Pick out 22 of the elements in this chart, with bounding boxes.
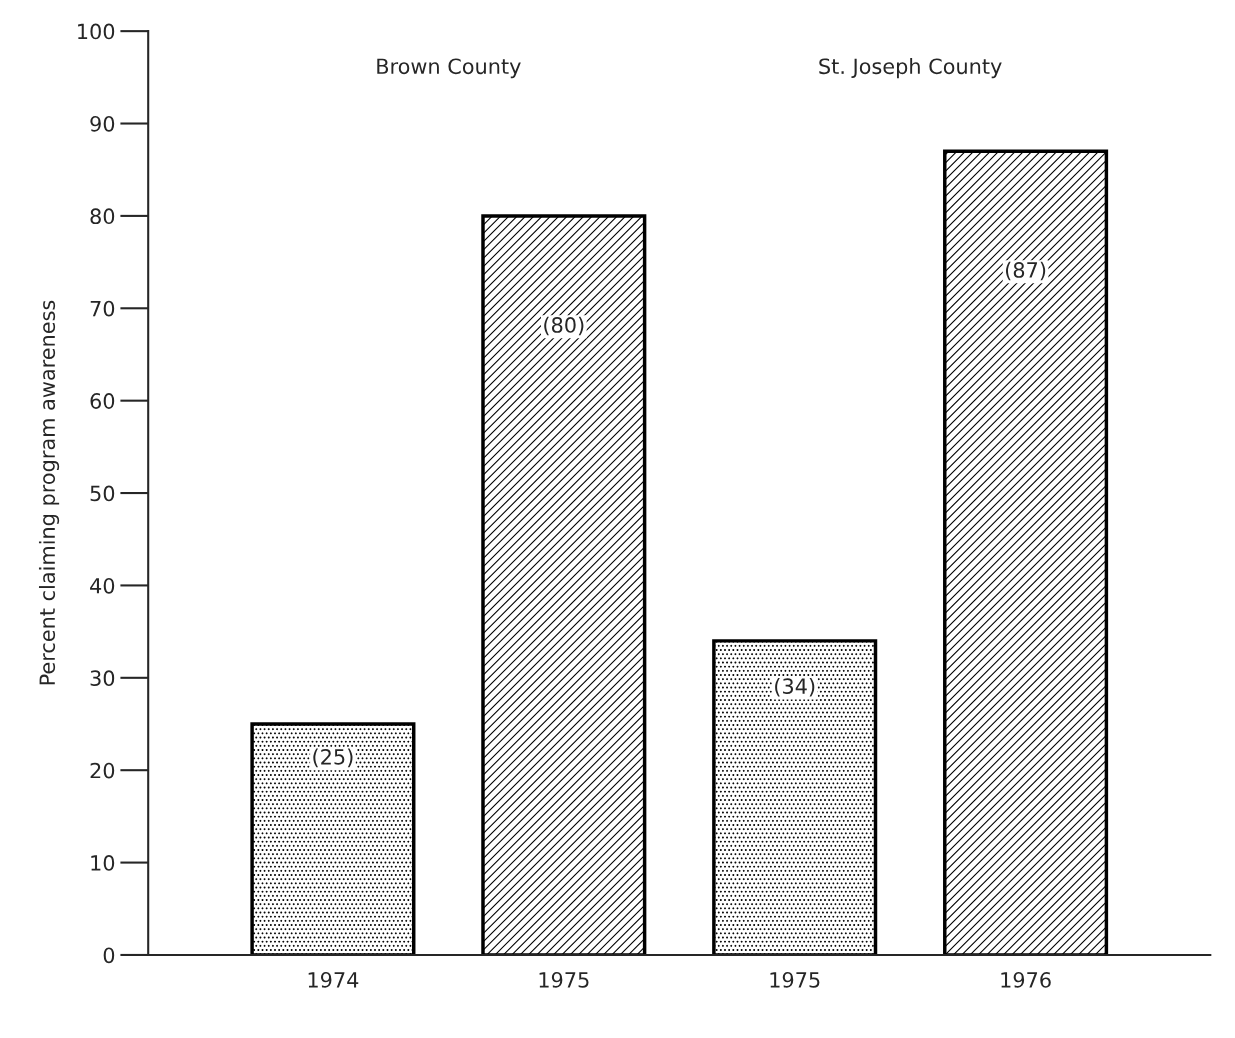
x-tick-label: 1974 xyxy=(308,971,359,988)
y-tick-label: 10 xyxy=(91,855,115,871)
data-label: (80) xyxy=(544,316,584,336)
y-tick-label: 80 xyxy=(90,208,115,225)
y-tick-label: 70 xyxy=(90,300,115,317)
data-label: (34) xyxy=(775,677,815,697)
y-tick-label: 100 xyxy=(78,23,115,40)
annotation: Brown County xyxy=(377,58,521,79)
x-tick-label: 1975 xyxy=(770,971,820,988)
x-tick-label: 1975 xyxy=(539,971,589,988)
data-label: (25) xyxy=(313,748,353,768)
x-tick-label: 1976 xyxy=(1001,971,1051,988)
y-tick-label: 60 xyxy=(90,393,115,409)
y-tick-label: 90 xyxy=(90,115,115,132)
y-tick-label: 40 xyxy=(90,577,115,594)
data-label: (87) xyxy=(1005,261,1046,281)
y-tick-label: 0 xyxy=(103,947,115,964)
annotation: St. Joseph County xyxy=(819,58,1002,79)
y-axis-title: Percent claiming program awareness xyxy=(38,300,60,685)
y-tick-label: 20 xyxy=(90,762,115,779)
y-tick-label: 50 xyxy=(90,485,115,502)
y-tick-label: 30 xyxy=(90,670,115,687)
